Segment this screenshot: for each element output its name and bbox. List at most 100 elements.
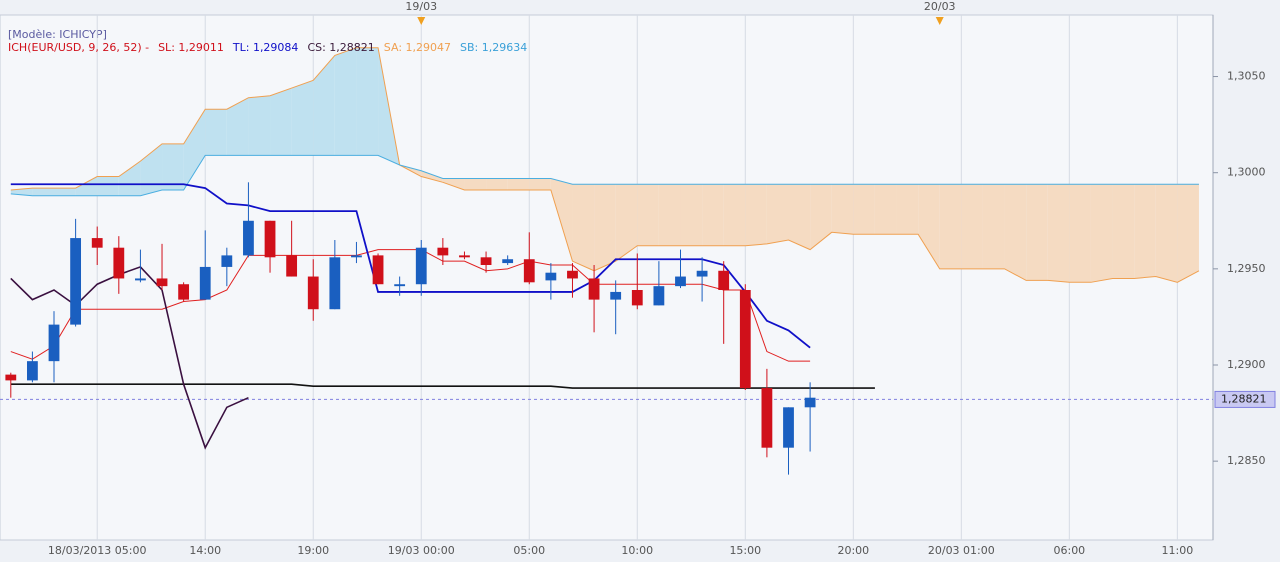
- candle-body: [91, 238, 103, 248]
- cloud-fill: [918, 184, 940, 269]
- cloud-fill: [1134, 184, 1156, 279]
- legend-entry: CS: 1,28821: [307, 41, 374, 54]
- current-price-label: 1,28821: [1221, 392, 1267, 405]
- legend-entry: SB: 1,29634: [460, 41, 527, 54]
- cloud-fill: [54, 188, 76, 196]
- candle-body: [199, 266, 211, 300]
- cloud-fill: [205, 109, 227, 156]
- y-tick-label: 1,2950: [1227, 262, 1266, 275]
- candle-body: [761, 388, 773, 448]
- cloud-fill: [1112, 184, 1135, 279]
- cloud-fill: [658, 184, 681, 246]
- cloud-fill: [572, 184, 595, 271]
- y-tick-label: 1,3000: [1227, 166, 1266, 179]
- candle-body: [243, 220, 254, 256]
- indicator-line: [10, 265, 249, 450]
- candle-body: [567, 270, 578, 279]
- cloud-fill: [766, 184, 789, 244]
- legend: ICH(EUR/USD, 9, 26, 52) - SL: 1,29011 TL: …: [8, 41, 527, 54]
- cloud-fill: [896, 184, 919, 235]
- cloud-fill: [313, 55, 335, 156]
- cloud-fill: [270, 88, 292, 156]
- cloud-fill: [1069, 184, 1091, 283]
- cloud-fill: [226, 97, 249, 156]
- date-marker-label: 19/03: [405, 0, 437, 13]
- cloud-fill: [723, 184, 746, 246]
- candle-body: [545, 272, 557, 281]
- cloud-fill: [486, 178, 508, 190]
- cloud-fill: [248, 95, 271, 156]
- candle-body: [804, 397, 816, 408]
- candle-body: [264, 220, 276, 258]
- cloud-fill: [550, 178, 573, 262]
- cloud-fill: [1177, 184, 1199, 283]
- x-tick-label: 18/03/2013 05:00: [48, 544, 147, 557]
- candle-body: [221, 255, 233, 267]
- candle-body: [48, 324, 60, 362]
- legend-entry: ICH(EUR/USD, 9, 26, 52) -: [8, 41, 149, 54]
- cloud-fill: [1155, 184, 1178, 283]
- cloud-fill: [788, 184, 811, 250]
- cloud-fill: [961, 184, 983, 269]
- senkou-b-line: [10, 154, 1199, 197]
- candle-body: [156, 278, 168, 287]
- y-tick-label: 1,3050: [1227, 70, 1266, 83]
- x-tick-label: 14:00: [189, 544, 221, 557]
- candle-body: [675, 276, 686, 287]
- cloud-fill: [162, 143, 184, 190]
- candle-body: [502, 259, 514, 264]
- cloud-fill: [637, 184, 659, 246]
- cloud-fill: [118, 161, 141, 196]
- cloud-fill: [680, 184, 703, 246]
- cloud-fill: [1004, 184, 1027, 281]
- cloud-fill: [334, 47, 357, 156]
- candle-body: [696, 270, 708, 277]
- x-tick-label: 19/03 00:00: [388, 544, 455, 557]
- candle-body: [178, 284, 190, 300]
- candle-body: [372, 255, 384, 285]
- cloud-fill: [442, 178, 465, 190]
- candle-body: [480, 257, 492, 265]
- cloud-fill: [529, 178, 551, 190]
- legend-entry: SL: 1,29011: [158, 41, 224, 54]
- cloud-fill: [183, 109, 206, 190]
- cloud-fill: [464, 178, 487, 190]
- date-marker-label: 20/03: [924, 0, 956, 13]
- cloud-fill: [810, 184, 832, 250]
- candle-body: [523, 259, 535, 283]
- candle-body: [329, 257, 341, 310]
- legend-entry: TL: 1,29084: [232, 41, 299, 54]
- cloud-fill: [874, 184, 897, 235]
- x-tick-label: 19:00: [297, 544, 329, 557]
- candle-body: [739, 290, 751, 389]
- model-label: [Modèle: ICHICYP]: [8, 28, 107, 41]
- cloud-fill: [615, 184, 638, 262]
- legend-entry: SA: 1,29047: [384, 41, 451, 54]
- current-price-box: [1214, 390, 1276, 408]
- indicator-line: [10, 183, 811, 349]
- senkou-a-line: [10, 47, 1200, 283]
- candle-body: [5, 374, 17, 381]
- candle-body: [631, 290, 643, 306]
- x-tick-label: 05:00: [513, 544, 545, 557]
- x-tick-label: 20:00: [837, 544, 869, 557]
- candle-body: [394, 284, 406, 287]
- candle-body: [437, 247, 449, 256]
- x-tick-label: 11:00: [1162, 544, 1194, 557]
- cloud-fill: [97, 176, 119, 196]
- cloud-fill: [291, 80, 314, 156]
- x-tick-label: 20/03 01:00: [928, 544, 995, 557]
- cloud-fill: [594, 184, 616, 271]
- cloud-fill: [507, 178, 530, 190]
- cloud-fill: [421, 170, 443, 183]
- date-marker: [935, 17, 944, 25]
- cloud-fill: [75, 176, 98, 196]
- candle-body: [588, 278, 600, 300]
- candle-body: [653, 286, 665, 306]
- candle-body: [610, 291, 622, 300]
- candle-body: [27, 361, 38, 381]
- candle-body: [286, 255, 298, 277]
- y-tick-label: 1,2850: [1227, 454, 1266, 467]
- cloud-fill: [1090, 184, 1113, 283]
